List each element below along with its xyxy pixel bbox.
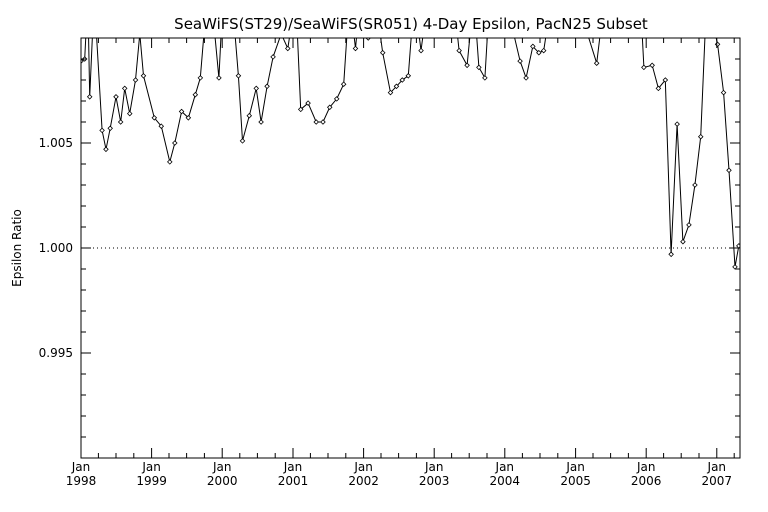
data-point bbox=[121, 85, 128, 92]
data-point bbox=[482, 75, 488, 81]
data-point bbox=[593, 60, 600, 66]
x-tick-month-label: Jan bbox=[707, 460, 727, 474]
series-line bbox=[81, 38, 740, 267]
data-point bbox=[126, 110, 133, 117]
data-point bbox=[113, 94, 119, 100]
data-point bbox=[714, 41, 721, 48]
y-axis-label: Epsilon Ratio bbox=[10, 209, 24, 287]
x-tick-year-label: 2004 bbox=[490, 474, 521, 488]
data-point bbox=[253, 85, 260, 92]
data-point bbox=[172, 140, 178, 146]
data-point bbox=[86, 94, 93, 100]
x-tick-month-label: Jan bbox=[424, 460, 444, 474]
chart-title: SeaWiFS(ST29)/SeaWiFS(SR051) 4-Day Epsil… bbox=[174, 15, 648, 33]
data-point bbox=[365, 38, 372, 41]
data-point bbox=[517, 58, 523, 64]
data-point bbox=[692, 182, 698, 188]
data-point bbox=[103, 146, 109, 153]
data-point bbox=[352, 45, 359, 52]
data-point bbox=[258, 119, 264, 125]
x-tick-month-label: Jan bbox=[353, 460, 373, 474]
x-tick-month-label: Jan bbox=[565, 460, 585, 474]
data-point bbox=[649, 62, 655, 69]
x-tick-year-label: 2003 bbox=[419, 474, 450, 488]
x-tick-year-label: 1998 bbox=[66, 474, 97, 488]
series-group bbox=[81, 32, 740, 270]
data-point bbox=[305, 100, 311, 106]
data-point bbox=[641, 64, 647, 71]
axes: 0.9951.0001.005Jan1998Jan1999Jan2000Jan2… bbox=[39, 37, 741, 488]
x-tick-month-label: Jan bbox=[141, 460, 161, 474]
data-point bbox=[140, 73, 147, 79]
data-point bbox=[393, 83, 400, 90]
data-point bbox=[456, 47, 462, 54]
data-point bbox=[270, 54, 276, 60]
data-point bbox=[264, 83, 270, 90]
data-point bbox=[178, 108, 185, 115]
x-tick-month-label: Jan bbox=[495, 460, 515, 474]
data-point bbox=[732, 264, 738, 270]
data-point bbox=[167, 159, 173, 165]
data-point bbox=[530, 43, 536, 50]
data-point bbox=[197, 75, 204, 81]
data-point bbox=[674, 121, 680, 127]
data-point bbox=[680, 238, 686, 245]
data-point bbox=[662, 77, 669, 83]
x-tick-month-label: Jan bbox=[71, 460, 91, 474]
data-point bbox=[523, 75, 529, 81]
data-point bbox=[132, 77, 139, 83]
x-tick-month-label: Jan bbox=[212, 460, 232, 474]
x-tick-year-label: 2000 bbox=[207, 474, 238, 488]
data-point bbox=[158, 123, 165, 129]
series-clip bbox=[81, 32, 740, 270]
x-tick-year-label: 2002 bbox=[348, 474, 379, 488]
y-tick-label: 0.995 bbox=[39, 346, 73, 360]
data-point bbox=[297, 106, 304, 113]
x-tick-month-label: Jan bbox=[636, 460, 656, 474]
data-point bbox=[720, 89, 727, 96]
y-tick-label: 1.000 bbox=[39, 241, 73, 255]
data-point bbox=[540, 47, 547, 54]
data-point bbox=[379, 49, 386, 56]
data-point bbox=[686, 222, 692, 228]
data-point bbox=[536, 49, 542, 56]
data-point bbox=[246, 112, 253, 119]
data-point bbox=[192, 91, 199, 98]
data-point bbox=[387, 89, 394, 96]
data-point bbox=[333, 96, 340, 102]
x-tick-month-label: Jan bbox=[283, 460, 303, 474]
x-tick-year-label: 1999 bbox=[136, 474, 167, 488]
data-point bbox=[107, 125, 113, 132]
data-point bbox=[326, 104, 333, 111]
data-point bbox=[697, 133, 704, 140]
y-tick-label: 1.005 bbox=[39, 136, 73, 150]
x-tick-year-label: 2001 bbox=[278, 474, 309, 488]
data-point bbox=[418, 47, 424, 54]
data-point bbox=[476, 64, 482, 71]
data-point bbox=[340, 81, 347, 87]
data-point bbox=[216, 75, 222, 81]
data-point bbox=[239, 138, 246, 144]
data-point bbox=[464, 62, 470, 69]
data-point bbox=[235, 73, 242, 79]
data-point bbox=[405, 73, 412, 79]
x-tick-year-label: 2005 bbox=[560, 474, 591, 488]
data-point bbox=[285, 45, 291, 52]
data-point bbox=[726, 167, 732, 174]
data-point bbox=[668, 251, 674, 258]
data-point bbox=[117, 119, 124, 125]
data-point bbox=[185, 115, 192, 121]
x-tick-year-label: 2006 bbox=[631, 474, 662, 488]
data-point bbox=[313, 119, 319, 125]
data-point bbox=[320, 119, 326, 125]
data-point bbox=[399, 77, 406, 83]
data-point bbox=[81, 58, 84, 64]
x-tick-year-label: 2007 bbox=[702, 474, 733, 488]
data-point bbox=[151, 115, 158, 121]
data-point bbox=[655, 85, 662, 92]
data-point bbox=[99, 127, 105, 134]
data-point bbox=[138, 32, 142, 36]
